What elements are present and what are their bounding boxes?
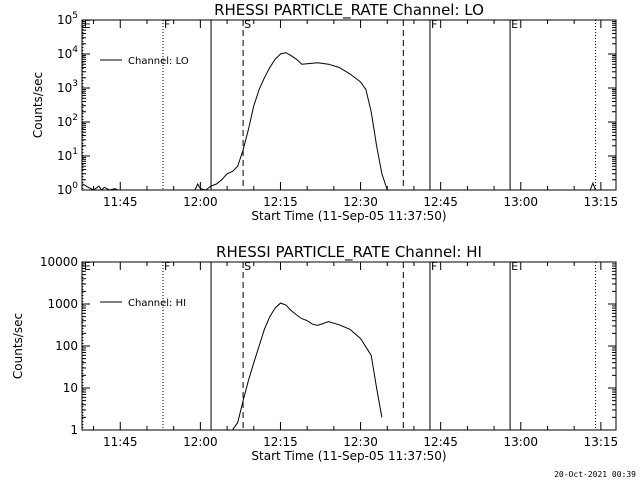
x-tick-label: 12:30 xyxy=(343,195,378,209)
x-axis-label: Start Time (11-Sep-05 11:37:50) xyxy=(251,209,446,223)
y-tick-label: 103 xyxy=(57,79,78,95)
plot-frame xyxy=(81,19,617,191)
plot-frame xyxy=(81,261,617,431)
series-line xyxy=(82,52,596,191)
legend-label: Channel: HI xyxy=(128,298,186,309)
y-tick-label: 1000 xyxy=(47,297,78,311)
event-marker-label: F xyxy=(164,18,170,31)
x-tick-label: 12:15 xyxy=(263,195,298,209)
x-tick-label: 12:15 xyxy=(263,435,298,449)
x-tick-label: 13:00 xyxy=(503,195,538,209)
legend-label: Channel: LO xyxy=(128,56,189,67)
x-tick-label: 13:15 xyxy=(584,195,619,209)
event-marker-label: F xyxy=(164,260,170,273)
event-marker-label: S xyxy=(244,18,251,31)
event-marker-label: F xyxy=(431,18,437,31)
event-marker-label: E xyxy=(84,18,91,31)
y-tick-label: 102 xyxy=(57,113,78,129)
event-marker-label: E xyxy=(84,260,91,273)
y-tick-label: 100 xyxy=(57,181,78,197)
y-axis-label: Counts/sec xyxy=(31,72,45,138)
x-tick-label: 12:30 xyxy=(343,435,378,449)
y-tick-label: 10 xyxy=(63,381,78,395)
x-tick-label: 13:15 xyxy=(584,435,619,449)
y-tick-label: 10000 xyxy=(40,255,78,269)
y-tick-label: 1 xyxy=(70,423,78,437)
x-axis-label: Start Time (11-Sep-05 11:37:50) xyxy=(251,449,446,463)
event-marker-label: E xyxy=(511,18,518,31)
x-tick-label: 12:45 xyxy=(423,435,458,449)
x-tick-label: 12:00 xyxy=(183,435,218,449)
y-tick-label: 105 xyxy=(57,11,78,27)
date-stamp: 20-Oct-2021 00:39 xyxy=(554,470,636,479)
x-tick-label: 13:00 xyxy=(503,435,538,449)
x-tick-label: 11:45 xyxy=(103,195,138,209)
series-line xyxy=(231,302,383,431)
x-tick-label: 11:45 xyxy=(103,435,138,449)
event-marker-label: F xyxy=(431,260,437,273)
x-tick-label: 12:00 xyxy=(183,195,218,209)
y-axis-label: Counts/sec xyxy=(11,313,25,379)
x-tick-label: 12:45 xyxy=(423,195,458,209)
event-marker-label: S xyxy=(244,260,251,273)
y-tick-label: 104 xyxy=(57,45,78,61)
y-tick-label: 101 xyxy=(57,147,78,163)
y-tick-label: 100 xyxy=(55,339,78,353)
chart-title: RHESSI PARTICLE_RATE Channel: HI xyxy=(216,243,482,262)
panel-1: RHESSI PARTICLE_RATE Channel: LO 100 101 10… xyxy=(31,1,618,223)
panel-2: RHESSI PARTICLE_RATE Channel: HI 1 10 100 10… xyxy=(11,243,618,463)
event-marker-label: E xyxy=(511,260,518,273)
chart-title: RHESSI PARTICLE_RATE Channel: LO xyxy=(214,1,484,20)
